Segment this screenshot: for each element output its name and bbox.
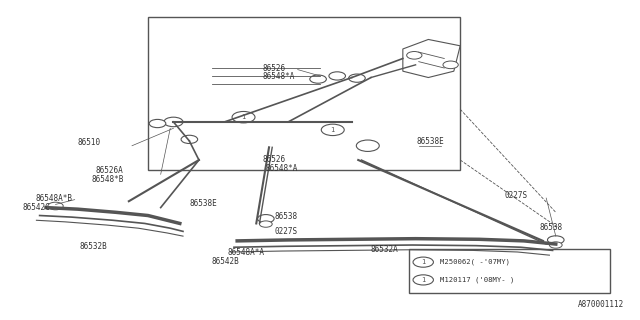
Circle shape [443, 61, 458, 69]
Circle shape [164, 117, 183, 127]
Text: 86548A*B: 86548A*B [36, 194, 73, 203]
Circle shape [181, 135, 198, 143]
Text: 86548A*A: 86548A*A [228, 248, 264, 257]
Text: 86548*A: 86548*A [266, 164, 298, 173]
Text: 86526: 86526 [262, 155, 286, 164]
Text: 86538: 86538 [274, 212, 297, 221]
Text: 86538E: 86538E [189, 199, 217, 208]
Text: 1: 1 [421, 277, 426, 283]
Text: 0227S: 0227S [274, 227, 297, 236]
Text: 1: 1 [241, 114, 246, 120]
Circle shape [321, 124, 344, 136]
Text: M120117 ('08MY- ): M120117 ('08MY- ) [440, 277, 514, 283]
Circle shape [259, 221, 272, 227]
Text: 0227S: 0227S [505, 191, 528, 200]
Circle shape [413, 275, 433, 285]
Text: 86526A: 86526A [96, 166, 124, 175]
Text: M250062( -'07MY): M250062( -'07MY) [440, 259, 510, 265]
Text: 86532B: 86532B [80, 242, 108, 251]
Text: 1: 1 [421, 259, 426, 265]
Text: 86548*A: 86548*A [262, 72, 295, 81]
Text: 86532A: 86532A [371, 245, 399, 254]
Circle shape [257, 215, 274, 223]
Text: 86542B: 86542B [212, 257, 239, 266]
Circle shape [232, 111, 255, 123]
Circle shape [48, 202, 63, 210]
Text: 86548*B: 86548*B [92, 175, 124, 184]
Circle shape [349, 74, 365, 82]
Text: 86510: 86510 [77, 138, 100, 147]
Circle shape [406, 52, 422, 59]
Circle shape [356, 140, 380, 151]
Circle shape [329, 72, 346, 80]
Text: 86542C: 86542C [22, 203, 50, 212]
Circle shape [149, 119, 166, 128]
Circle shape [310, 75, 326, 83]
Text: A870001112: A870001112 [579, 300, 625, 309]
Circle shape [549, 242, 562, 248]
Circle shape [413, 257, 433, 267]
Text: 1: 1 [331, 127, 335, 133]
Text: 86526: 86526 [262, 63, 286, 73]
Text: 86538E: 86538E [417, 137, 445, 146]
Circle shape [547, 236, 564, 244]
Text: 86538: 86538 [540, 223, 563, 232]
